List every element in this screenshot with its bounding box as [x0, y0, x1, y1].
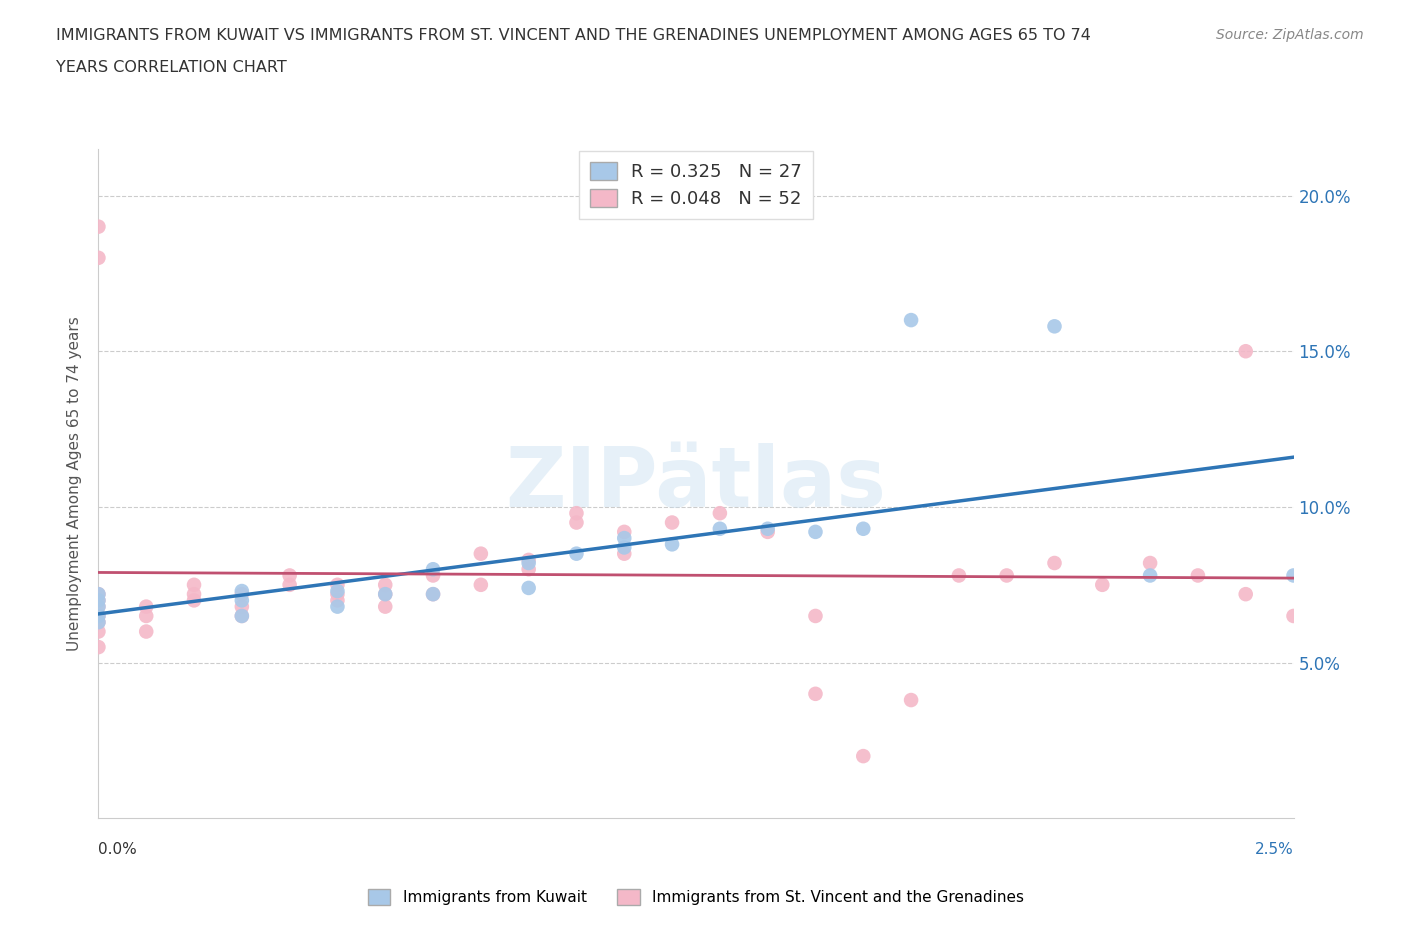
Text: IMMIGRANTS FROM KUWAIT VS IMMIGRANTS FROM ST. VINCENT AND THE GRENADINES UNEMPLO: IMMIGRANTS FROM KUWAIT VS IMMIGRANTS FRO… [56, 28, 1091, 43]
Point [422, 587, 444, 602]
Point [756, 522, 779, 537]
Point [231, 584, 253, 599]
Point [900, 312, 922, 327]
Legend: Immigrants from Kuwait, Immigrants from St. Vincent and the Grenadines: Immigrants from Kuwait, Immigrants from … [361, 883, 1031, 911]
Point [326, 587, 349, 602]
Text: YEARS CORRELATION CHART: YEARS CORRELATION CHART [56, 60, 287, 75]
Point [87, 587, 110, 602]
Point [756, 525, 779, 539]
Point [470, 578, 492, 592]
Point [87, 250, 110, 265]
Text: 0.0%: 0.0% [98, 842, 138, 857]
Point [374, 587, 396, 602]
Point [326, 584, 349, 599]
Point [948, 568, 970, 583]
Point [231, 608, 253, 623]
Point [613, 531, 636, 546]
Text: ZIPätlas: ZIPätlas [506, 443, 886, 525]
Point [804, 525, 827, 539]
Point [613, 525, 636, 539]
Point [374, 599, 396, 614]
Point [995, 568, 1018, 583]
Point [183, 593, 205, 608]
Point [87, 608, 110, 623]
Point [565, 515, 588, 530]
Point [517, 580, 540, 595]
Point [87, 624, 110, 639]
Point [231, 587, 253, 602]
Point [804, 608, 827, 623]
Point [326, 593, 349, 608]
Text: Source: ZipAtlas.com: Source: ZipAtlas.com [1216, 28, 1364, 42]
Point [804, 686, 827, 701]
Point [517, 552, 540, 567]
Text: 2.5%: 2.5% [1254, 842, 1294, 857]
Y-axis label: Unemployment Among Ages 65 to 74 years: Unemployment Among Ages 65 to 74 years [67, 316, 83, 651]
Point [374, 578, 396, 592]
Point [135, 599, 157, 614]
Point [183, 587, 205, 602]
Point [1234, 587, 1257, 602]
Point [661, 537, 683, 551]
Point [900, 693, 922, 708]
Point [87, 587, 110, 602]
Point [87, 640, 110, 655]
Point [87, 615, 110, 630]
Point [1043, 319, 1066, 334]
Point [613, 546, 636, 561]
Point [1043, 555, 1066, 570]
Point [852, 522, 875, 537]
Point [87, 608, 110, 623]
Point [1234, 344, 1257, 359]
Point [517, 555, 540, 570]
Point [1282, 568, 1305, 583]
Point [135, 624, 157, 639]
Point [422, 562, 444, 577]
Point [135, 608, 157, 623]
Point [422, 568, 444, 583]
Point [183, 578, 205, 592]
Point [422, 587, 444, 602]
Point [231, 599, 253, 614]
Point [231, 608, 253, 623]
Point [565, 546, 588, 561]
Point [87, 593, 110, 608]
Point [326, 599, 349, 614]
Point [565, 506, 588, 521]
Point [470, 546, 492, 561]
Point [517, 562, 540, 577]
Point [1282, 608, 1305, 623]
Point [231, 593, 253, 608]
Point [87, 599, 110, 614]
Point [613, 540, 636, 555]
Point [1187, 568, 1209, 583]
Point [852, 749, 875, 764]
Point [374, 587, 396, 602]
Point [278, 578, 301, 592]
Point [1139, 555, 1161, 570]
Point [661, 515, 683, 530]
Point [87, 219, 110, 234]
Point [1091, 578, 1114, 592]
Point [87, 599, 110, 614]
Point [278, 568, 301, 583]
Point [709, 506, 731, 521]
Point [87, 593, 110, 608]
Point [1139, 568, 1161, 583]
Point [709, 522, 731, 537]
Point [326, 578, 349, 592]
Point [87, 615, 110, 630]
